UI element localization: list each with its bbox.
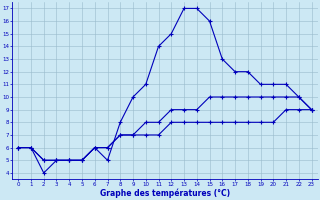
X-axis label: Graphe des températures (°C): Graphe des températures (°C) xyxy=(100,188,230,198)
